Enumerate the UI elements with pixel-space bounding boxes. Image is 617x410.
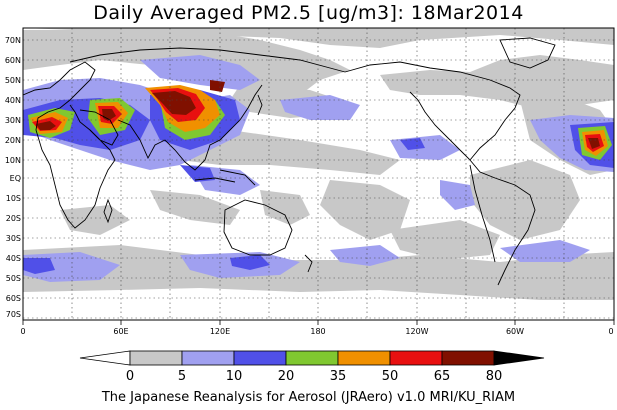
lat-label: 70S	[6, 310, 21, 319]
colorbar-segment	[181, 350, 235, 366]
lon-label: 60W	[506, 327, 524, 336]
lat-label: EQ	[10, 174, 21, 183]
colorbar-segment	[233, 350, 287, 366]
coastlines	[23, 37, 556, 286]
colorbar-segment	[493, 350, 545, 366]
lon-label: 180	[310, 327, 325, 336]
lat-label: 50N	[5, 76, 21, 85]
lon-label: 60E	[113, 327, 128, 336]
colorbar-segment	[441, 350, 495, 366]
colorbar-segment	[285, 350, 339, 366]
colorbar-label: 20	[278, 369, 295, 384]
colorbar-labels: 0 5 10 20 35 50 65 80	[126, 369, 502, 384]
colorbar-segment	[129, 350, 183, 366]
footer-credit: The Japanese Reanalysis for Aerosol (JRA…	[101, 390, 516, 405]
lat-label: 40S	[6, 254, 21, 263]
colorbar-label: 80	[486, 369, 503, 384]
lat-label: 40N	[5, 96, 21, 105]
longitude-labels: 0 60E 120E 180 120W 60W 0	[20, 327, 613, 336]
latitude-labels: 70N 60N 50N 40N 30N 20N 10N EQ 10S 20S 3…	[5, 36, 21, 319]
colorbar-label: 0	[126, 369, 134, 384]
map-frame	[22, 27, 615, 321]
colorbar	[79, 350, 545, 366]
lon-label: 0	[608, 327, 613, 336]
colorbar-label: 50	[382, 369, 399, 384]
colorbar-label: 5	[178, 369, 186, 384]
lat-label: 10S	[6, 194, 21, 203]
lat-label: 60N	[5, 56, 21, 65]
axis-ticks	[22, 320, 615, 325]
lon-label: 120W	[405, 327, 428, 336]
colorbar-segment	[337, 350, 391, 366]
lon-label: 0	[20, 327, 25, 336]
map-gridlines	[23, 28, 614, 320]
lat-label: 50S	[6, 274, 21, 283]
lat-label: 10N	[5, 156, 21, 165]
colorbar-label: 10	[226, 369, 243, 384]
lon-label: 120E	[210, 327, 230, 336]
colorbar-segment	[79, 350, 131, 366]
dark-red-level-areas	[36, 80, 600, 149]
lat-label: 30N	[5, 116, 21, 125]
colorbar-label: 35	[330, 369, 347, 384]
lat-label: 20S	[6, 214, 21, 223]
lat-label: 30S	[6, 234, 21, 243]
colorbar-label: 65	[434, 369, 451, 384]
lat-label: 60S	[6, 294, 21, 303]
colorbar-segment	[389, 350, 443, 366]
map-title: Daily Averaged PM2.5 [ug/m3]: 18Mar2014	[93, 2, 524, 24]
lat-label: 20N	[5, 136, 21, 145]
lat-label: 70N	[5, 36, 21, 45]
